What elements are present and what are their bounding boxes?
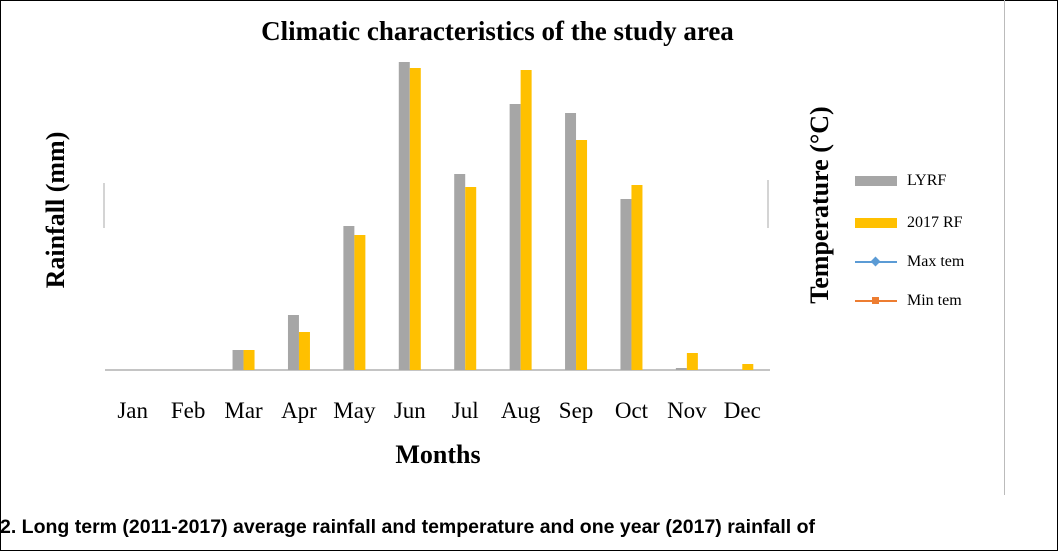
legend-item-max-tem: Max tem: [855, 253, 964, 271]
legend-item-min-tem: Min tem: [855, 292, 962, 310]
x-tick-label: Feb: [171, 398, 206, 423]
x-tick-label: Jan: [117, 398, 148, 423]
bar-2017-rf-aug: [520, 70, 532, 370]
bar-lyrf-jul: [454, 174, 466, 370]
legend-swatch: [855, 218, 897, 228]
legend-label: Min tem: [907, 292, 962, 309]
bar-2017-rf-mar: [243, 350, 255, 370]
bar-lyrf-aug: [509, 104, 521, 370]
bar-lyrf-jun: [398, 62, 410, 370]
x-tick-label: May: [333, 398, 376, 423]
x-tick-label: Aug: [501, 398, 541, 423]
legend-line: [855, 256, 897, 267]
chart-title: Climatic characteristics of the study ar…: [261, 16, 734, 46]
x-tick-label: Mar: [224, 398, 263, 423]
x-axis-label: Months: [395, 440, 481, 469]
x-tick-label: Dec: [724, 398, 761, 423]
legend-item-2017rf: 2017 RF: [855, 214, 963, 232]
bar-2017-rf-apr: [298, 332, 310, 370]
x-tick-label: Oct: [615, 398, 649, 423]
bar-lyrf-oct: [620, 199, 632, 370]
bar-2017-rf-sep: [576, 140, 588, 370]
bar-2017-rf-dec: [742, 364, 754, 370]
bar-lyrf-mar: [232, 350, 244, 370]
bar-lyrf-apr: [287, 315, 299, 370]
legend-swatch: [855, 176, 897, 186]
x-tick-label: Jul: [452, 398, 479, 423]
legend-label: Max tem: [907, 253, 965, 270]
bar-2017-rf-jun: [409, 68, 421, 370]
x-tick-label: Jun: [394, 398, 426, 423]
bar-2017-rf-may: [354, 235, 366, 370]
bar-2017-rf-oct: [631, 185, 643, 370]
figure-caption: 2. Long term (2011-2017) average rainfal…: [0, 516, 815, 538]
bar-lyrf-sep: [565, 113, 577, 370]
bar-lyrf-may: [343, 226, 355, 370]
legend-label: 2017 RF: [907, 214, 963, 231]
legend-line: [855, 297, 897, 304]
x-tick-label: Apr: [281, 398, 317, 423]
bar-2017-rf-jul: [465, 187, 477, 370]
bar-2017-rf-nov: [686, 353, 698, 370]
x-tick-label: Sep: [559, 398, 594, 423]
divider: [1004, 0, 1005, 495]
legend-item-lyrf: LYRF: [855, 172, 946, 190]
bar-lyrf-nov: [675, 368, 687, 370]
legend-label: LYRF: [907, 172, 947, 189]
x-tick-label: Nov: [667, 398, 707, 423]
